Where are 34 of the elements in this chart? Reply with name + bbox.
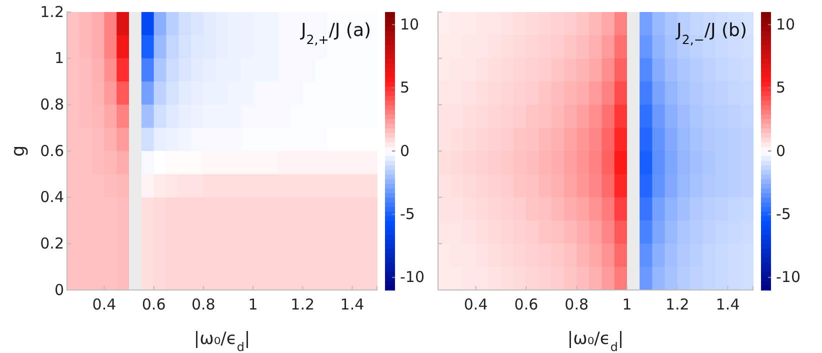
color-bar-label: -5 [776, 204, 791, 223]
y-tick-label: 0.4 [40, 188, 64, 206]
x-tick-label: 0.6 [142, 296, 166, 314]
color-bar-label: -10 [776, 268, 800, 286]
x-tick-label: 1.4 [340, 296, 364, 314]
x-tick-label: 1 [248, 296, 258, 314]
y-tick-label: 1 [54, 49, 64, 68]
x-axis-title: |ω₀/ϵ$_{d}$| [194, 329, 250, 353]
color-bar-label: -10 [400, 268, 424, 286]
x-axis-title: |ω₀/ϵ$_{d}$| [567, 329, 624, 353]
y-tick-label: 0.6 [40, 142, 64, 160]
color-bar-label: 5 [400, 78, 410, 97]
y-axis-title: g [8, 145, 29, 157]
y-tick-label: 0.8 [40, 95, 64, 114]
color-bar-label: 0 [400, 142, 410, 160]
y-tick-label: 0.2 [40, 234, 64, 252]
x-tick-label: 1.4 [716, 296, 740, 314]
x-tick-label: 1.2 [290, 296, 315, 314]
text: J$_{2,+}$/J (a) [300, 20, 371, 46]
x-tick-label: 0.8 [191, 296, 216, 314]
x-tick-label: 1 [622, 296, 632, 314]
x-tick-label: 0.6 [514, 296, 538, 314]
color-bar-label: 10 [400, 15, 420, 34]
color-bar-label: 5 [776, 78, 786, 97]
color-bar-label: 10 [776, 15, 796, 34]
x-tick-label: 1.2 [665, 296, 690, 314]
y-tick-label: 1.2 [40, 2, 64, 21]
color-bar-label: 0 [776, 142, 786, 160]
x-tick-label: 0.4 [92, 296, 116, 314]
y-tick-label: 0 [54, 280, 64, 299]
x-tick-label: 0.4 [464, 296, 488, 314]
color-bar-label: -5 [400, 204, 415, 223]
text: J$_{2,−}$/J (b) [676, 20, 747, 46]
x-tick-label: 0.8 [564, 296, 589, 314]
